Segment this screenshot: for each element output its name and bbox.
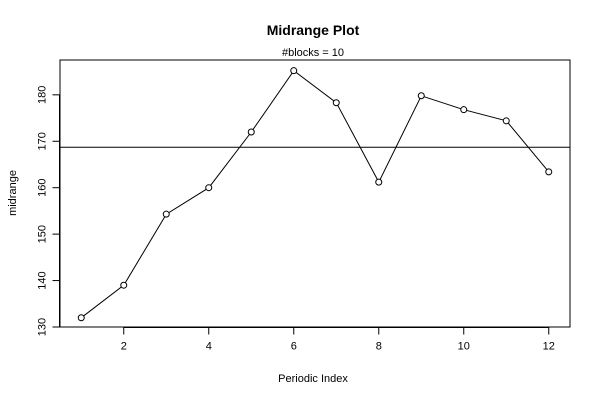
data-point — [247, 128, 255, 136]
series-line — [80, 69, 550, 319]
data-point — [77, 314, 85, 322]
data-point — [120, 281, 128, 289]
data-point — [460, 106, 468, 114]
y-axis: 130 140 150 160 170 180 — [37, 86, 60, 336]
x-tick-label: 4 — [206, 341, 212, 353]
x-tick-label: 8 — [376, 341, 382, 353]
x-tick-label: 6 — [291, 341, 297, 353]
data-point — [502, 117, 510, 125]
y-tick-label: 170 — [37, 132, 49, 150]
data-point — [162, 210, 170, 218]
x-tick-label: 12 — [543, 341, 555, 353]
chart-subtitle: #blocks = 10 — [282, 47, 344, 59]
data-point — [375, 178, 383, 186]
data-point — [332, 99, 340, 107]
x-tick-label: 2 — [121, 341, 127, 353]
chart-title: Midrange Plot — [267, 22, 360, 38]
series-layer — [77, 67, 553, 322]
y-tick-label: 180 — [37, 86, 49, 104]
data-point — [290, 67, 298, 75]
y-tick-label: 140 — [37, 271, 49, 289]
data-point — [417, 92, 425, 100]
data-point — [545, 168, 553, 176]
x-axis: 2 4 6 8 10 12 — [121, 327, 555, 353]
y-tick-label: 130 — [37, 318, 49, 336]
y-tick-label: 150 — [37, 225, 49, 243]
data-point — [205, 184, 213, 192]
y-axis-label: midrange — [7, 170, 19, 216]
x-tick-label: 10 — [458, 341, 470, 353]
plot-area — [59, 59, 571, 328]
y-tick-label: 160 — [37, 179, 49, 197]
x-axis-label: Periodic Index — [278, 373, 348, 385]
